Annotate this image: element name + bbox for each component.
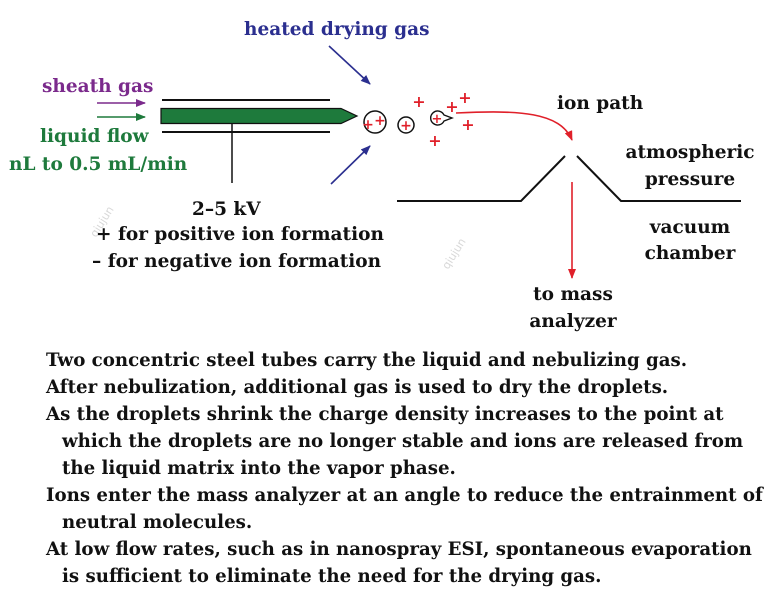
negative-ion-label: – for negative ion formation — [92, 251, 382, 272]
ion-symbol: + — [461, 115, 474, 134]
voltage-label: 2–5 kV — [192, 199, 261, 220]
chamber-label: chamber — [645, 243, 736, 264]
to-mass-label: to mass — [533, 284, 613, 305]
heated-drying-gas-label: heated drying gas — [244, 19, 430, 40]
ion-symbol: + — [428, 131, 441, 150]
esi-diagram: qiujun qiujun heated drying gas sheath g… — [9, 19, 755, 332]
positive-ion-label: + for positive ion formation — [96, 224, 384, 245]
analyzer-label: analyzer — [529, 311, 616, 332]
fission-droplet — [429, 110, 454, 126]
watermark: qiujun — [440, 236, 469, 272]
liquid-capillary — [160, 107, 359, 125]
ion-symbol: + — [412, 92, 425, 111]
pressure-label: pressure — [645, 169, 735, 190]
liquid-flow-label: liquid flow — [40, 126, 150, 147]
description-text: Two concentric steel tubes carry the liq… — [46, 347, 766, 590]
ion-symbol: + — [445, 97, 458, 116]
vacuum-label: vacuum — [649, 217, 731, 238]
atmospheric-label: atmospheric — [625, 142, 754, 163]
sheath-gas-label: sheath gas — [42, 76, 153, 97]
description-paragraph: After nebulization, additional gas is us… — [46, 377, 669, 398]
ion-path-label: ion path — [557, 93, 644, 114]
description-paragraph: Two concentric steel tubes carry the liq… — [46, 350, 688, 371]
interface-left-wall — [397, 155, 566, 202]
charge-symbol: + — [362, 117, 374, 133]
charge-symbol: + — [374, 113, 386, 129]
description-paragraph: Ions enter the mass analyzer at an angle… — [46, 485, 763, 533]
ion-symbol: + — [458, 88, 471, 107]
drying-gas-arrow-bottom — [330, 145, 371, 185]
charge-symbol: + — [400, 118, 412, 134]
droplet — [363, 110, 387, 134]
description-paragraph: At low flow rates, such as in nanospray … — [46, 539, 752, 587]
droplet — [397, 116, 415, 134]
flow-rate-label: nL to 0.5 mL/min — [9, 154, 188, 175]
interface-right-wall — [576, 155, 741, 202]
ion-path-curve — [455, 111, 573, 141]
charge-symbol: + — [432, 112, 443, 127]
drying-gas-arrow-top — [328, 45, 371, 85]
description-paragraph: As the droplets shrink the charge densit… — [46, 404, 744, 479]
